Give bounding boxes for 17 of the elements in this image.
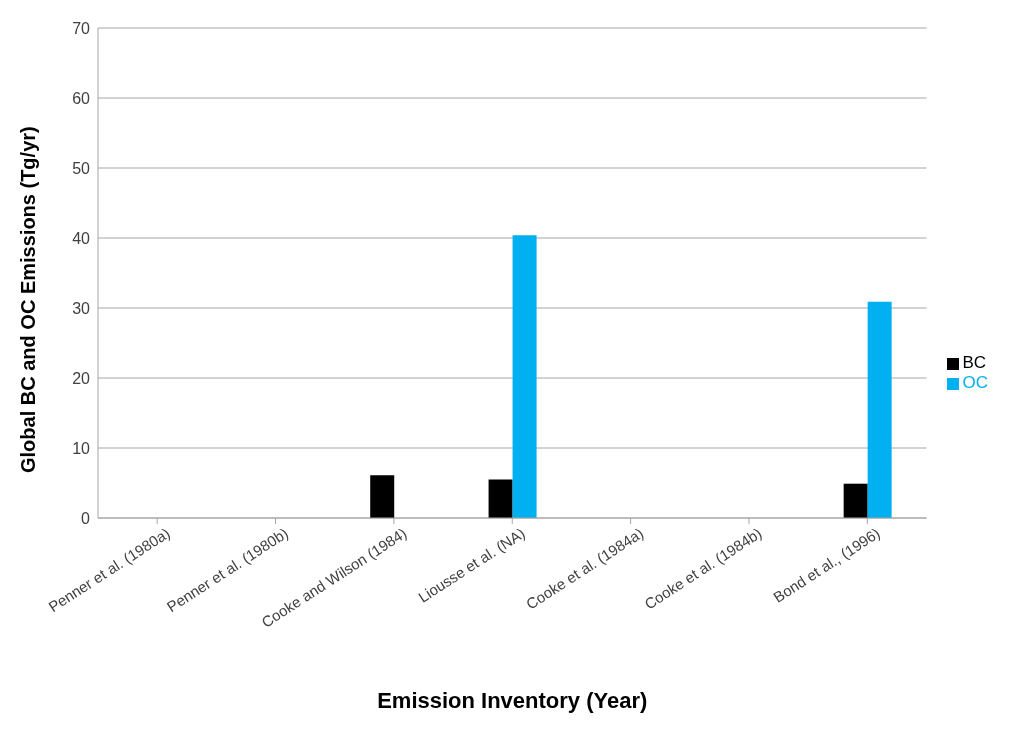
y-tick-label: 40 — [72, 229, 91, 247]
bar — [843, 483, 868, 518]
y-tick-label: 20 — [72, 369, 91, 387]
bar — [867, 301, 892, 518]
bar — [512, 235, 537, 518]
y-tick-label: 70 — [72, 19, 91, 37]
legend-label: BC — [962, 353, 987, 372]
y-tick-label: 50 — [72, 159, 91, 177]
bar — [370, 475, 395, 518]
y-tick-label: 30 — [72, 299, 91, 317]
bar — [488, 479, 513, 518]
y-tick-label: 0 — [81, 509, 91, 527]
legend-label: OC — [962, 373, 988, 392]
y-tick-label: 60 — [72, 89, 91, 107]
y-tick-label: 10 — [72, 439, 91, 457]
x-axis-title: Emission Inventory (Year) — [377, 688, 648, 713]
y-axis-title: Global BC and OC Emissions (Tg/yr) — [17, 126, 40, 473]
